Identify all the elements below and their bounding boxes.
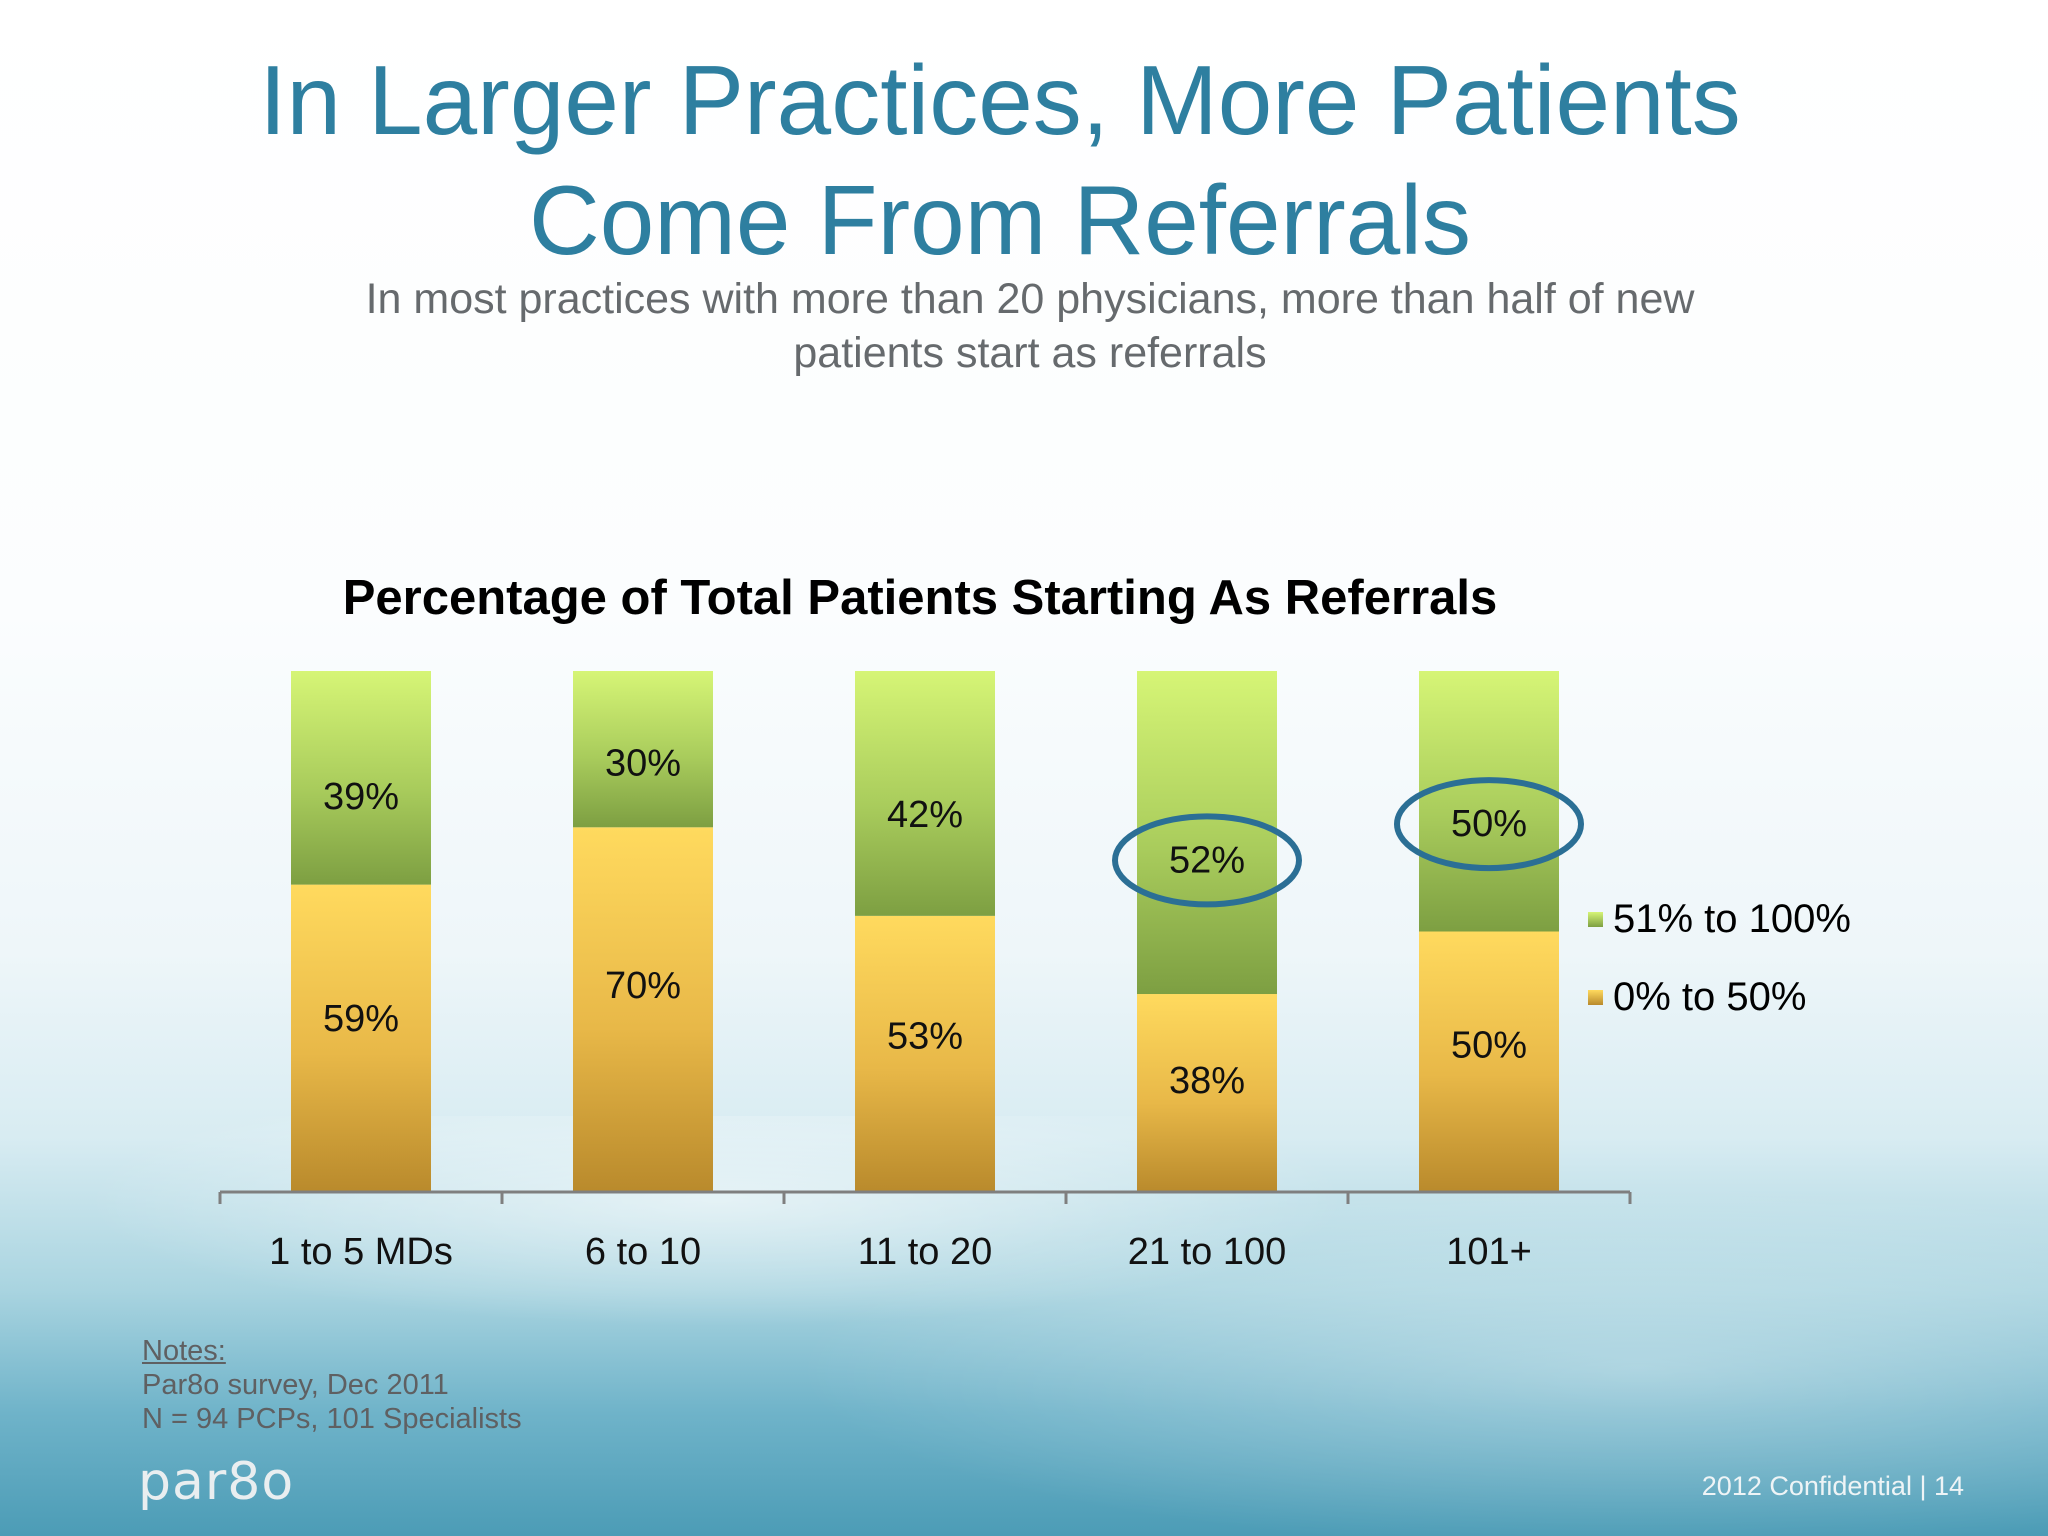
bar-high-101 <box>1419 671 1559 932</box>
footer-confidential: 2012 Confidential | 14 <box>1701 1471 1964 1501</box>
bar-low-1-to-5-mds <box>291 884 431 1192</box>
legend-item-high: 51% to 100% <box>1588 880 1851 958</box>
category-label-21-to-100: 21 to 100 <box>1128 1231 1286 1273</box>
highlight-ellipse-101 <box>1394 777 1584 872</box>
label-high-11-to-20: 42% <box>887 794 963 836</box>
chart-legend: 51% to 100% 0% to 50% <box>1588 880 1851 1036</box>
label-high-1-to-5-mds: 39% <box>323 776 399 818</box>
bar-high-6-to-10 <box>573 671 713 828</box>
bar-high-21-to-100 <box>1137 671 1277 995</box>
legend-label-low: 0% to 50% <box>1613 974 1807 1019</box>
label-low-21-to-100: 38% <box>1169 1060 1245 1102</box>
label-low-1-to-5-mds: 59% <box>323 998 399 1040</box>
chart-title: Percentage of Total Patients Starting As… <box>342 571 1498 625</box>
category-label-1-to-5-mds: 1 to 5 MDs <box>269 1231 453 1273</box>
label-low-101: 50% <box>1451 1025 1527 1067</box>
category-label-6-to-10: 6 to 10 <box>585 1231 701 1273</box>
bar-low-21-to-100 <box>1137 994 1277 1192</box>
legend-label-high: 51% to 100% <box>1613 896 1851 941</box>
label-high-21-to-100: 52% <box>1169 839 1245 881</box>
data-labels-group: 59% 39% 70% 30% 53% 42% 38% 52% 50% 50% <box>323 743 1527 1102</box>
slide-title: In Larger Practices, More Patients Come … <box>259 45 1741 275</box>
legend-item-low: 0% to 50% <box>1588 958 1851 1036</box>
highlight-circles <box>1112 777 1584 908</box>
label-low-11-to-20: 53% <box>887 1016 963 1058</box>
bar-high-11-to-20 <box>855 671 995 916</box>
x-axis: 1 to 5 MDs 6 to 10 11 to 20 21 to 100 101+ <box>218 1190 1632 1273</box>
category-label-101: 101+ <box>1446 1231 1532 1273</box>
legend-swatch-high <box>1588 911 1603 927</box>
bars-group <box>291 671 1559 1192</box>
notes-heading: Notes: <box>142 1335 226 1367</box>
slide-subtitle: In most practices with more than 20 phys… <box>365 275 1695 377</box>
notes-line-sample: N = 94 PCPs, 101 Specialists <box>142 1403 522 1435</box>
notes: Notes: Par8o survey, Dec 2011 N = 94 PCP… <box>142 1334 522 1436</box>
category-label-11-to-20: 11 to 20 <box>858 1231 993 1273</box>
bar-low-101 <box>1419 931 1559 1192</box>
bar-low-11-to-20 <box>855 915 995 1192</box>
highlight-ellipse-21-to-100 <box>1112 813 1302 908</box>
label-low-6-to-10: 70% <box>605 965 681 1007</box>
label-high-101: 50% <box>1451 803 1527 845</box>
par8o-logo: par8o <box>138 1452 295 1512</box>
bar-low-6-to-10 <box>573 827 713 1192</box>
legend-swatch-low <box>1588 989 1603 1005</box>
notes-line-source: Par8o survey, Dec 2011 <box>142 1369 449 1401</box>
bar-high-1-to-5-mds <box>291 671 431 885</box>
label-high-6-to-10: 30% <box>605 743 681 785</box>
